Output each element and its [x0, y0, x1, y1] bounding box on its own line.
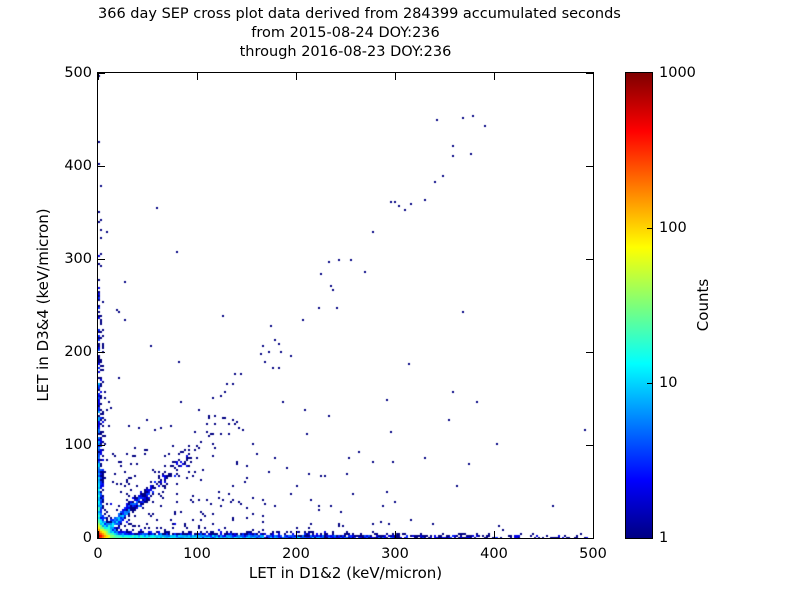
y-tick-mark [98, 351, 105, 353]
x-tick-label: 100 [183, 546, 211, 562]
y-tick-mark-right [586, 444, 593, 446]
x-tick-mark [196, 531, 198, 538]
colorbar-tick-mark [647, 382, 652, 384]
y-tick-label: 400 [64, 158, 92, 174]
x-tick-mark-top [196, 73, 198, 80]
x-tick-mark-top [592, 73, 594, 80]
x-tick-label: 0 [93, 546, 103, 562]
colorbar [625, 72, 653, 539]
y-tick-label: 100 [64, 437, 92, 453]
chart-title: 366 day SEP cross plot data derived from… [98, 5, 621, 62]
y-tick-mark [98, 444, 105, 446]
x-tick-mark [394, 531, 396, 538]
x-tick-mark [295, 531, 297, 538]
colorbar-tick-label: 100 [659, 220, 687, 236]
x-tick-label: 200 [282, 546, 310, 562]
y-axis-label: LET in D3&4 (keV/micron) [34, 208, 52, 402]
scatter-density-canvas [98, 73, 593, 538]
x-tick-label: 300 [381, 546, 409, 562]
x-tick-mark [592, 531, 594, 538]
plot-area [97, 72, 594, 539]
y-tick-label: 200 [64, 344, 92, 360]
colorbar-tick-mark [647, 227, 652, 229]
y-tick-mark-right [586, 72, 593, 74]
chart-title-line-3: through 2016-08-23 DOY:236 [239, 44, 452, 60]
y-tick-label: 300 [64, 251, 92, 267]
chart-title-line-2: from 2015-08-24 DOY:236 [251, 25, 440, 41]
y-tick-label: 500 [64, 65, 92, 81]
y-tick-mark-right [586, 537, 593, 539]
colorbar-tick-label: 10 [659, 375, 678, 391]
y-tick-mark-right [586, 351, 593, 353]
chart-title-line-1: 366 day SEP cross plot data derived from… [98, 6, 621, 22]
y-tick-mark-right [586, 258, 593, 260]
y-tick-mark-right [586, 165, 593, 167]
y-tick-mark [98, 165, 105, 167]
y-tick-mark [98, 72, 105, 74]
x-tick-mark-top [493, 73, 495, 80]
x-tick-label: 500 [579, 546, 607, 562]
x-tick-mark-top [295, 73, 297, 80]
colorbar-tick-label: 1000 [659, 65, 696, 81]
colorbar-axis-label: Counts [694, 278, 712, 332]
x-tick-mark-top [97, 73, 99, 80]
y-tick-label: 0 [82, 530, 92, 546]
x-tick-mark [97, 531, 99, 538]
x-tick-label: 400 [480, 546, 508, 562]
x-tick-mark [493, 531, 495, 538]
x-tick-mark-top [394, 73, 396, 80]
y-tick-mark [98, 258, 105, 260]
y-tick-mark [98, 537, 105, 539]
colorbar-tick-label: 1 [659, 530, 669, 546]
x-axis-label: LET in D1&2 (keV/micron) [248, 564, 443, 582]
